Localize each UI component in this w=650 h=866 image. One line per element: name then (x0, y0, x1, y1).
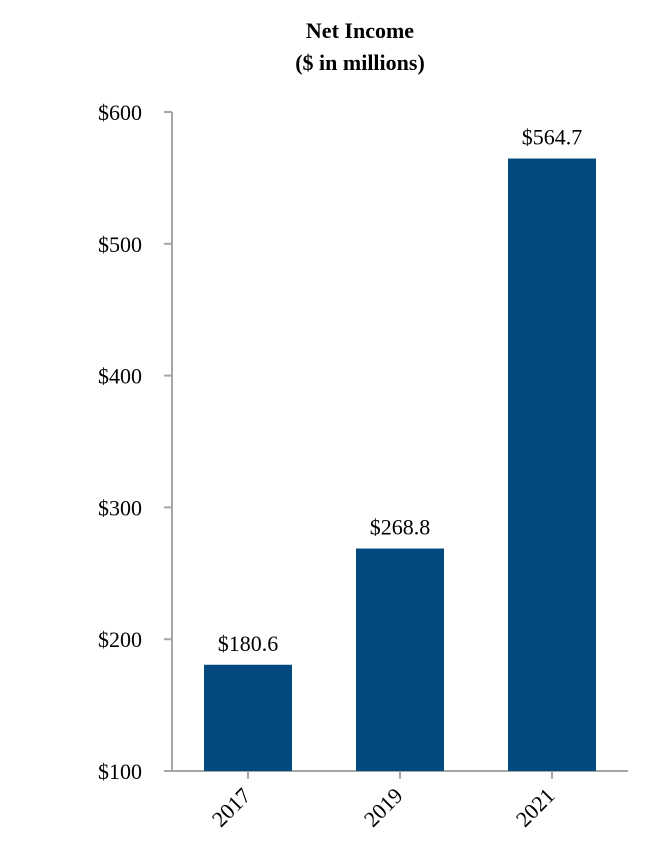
y-tick-label: $300 (98, 495, 142, 520)
y-tick-label: $500 (98, 232, 142, 257)
y-tick-label: $100 (98, 759, 142, 784)
bar-2019 (356, 548, 444, 771)
data-label: $564.7 (522, 125, 583, 150)
y-tick-label: $600 (98, 100, 142, 125)
data-label: $268.8 (370, 515, 431, 540)
x-tick-label: 2017 (207, 783, 256, 832)
y-tick-label: $400 (98, 364, 142, 389)
chart-subtitle: ($ in millions) (295, 50, 425, 75)
x-tick-label: 2021 (511, 783, 560, 832)
bar-2017 (204, 664, 292, 771)
chart-title: Net Income (305, 18, 415, 43)
y-tick-label: $200 (98, 627, 142, 652)
bar-2021 (508, 158, 596, 772)
data-label: $180.6 (218, 631, 279, 656)
x-tick-label: 2019 (359, 783, 408, 832)
